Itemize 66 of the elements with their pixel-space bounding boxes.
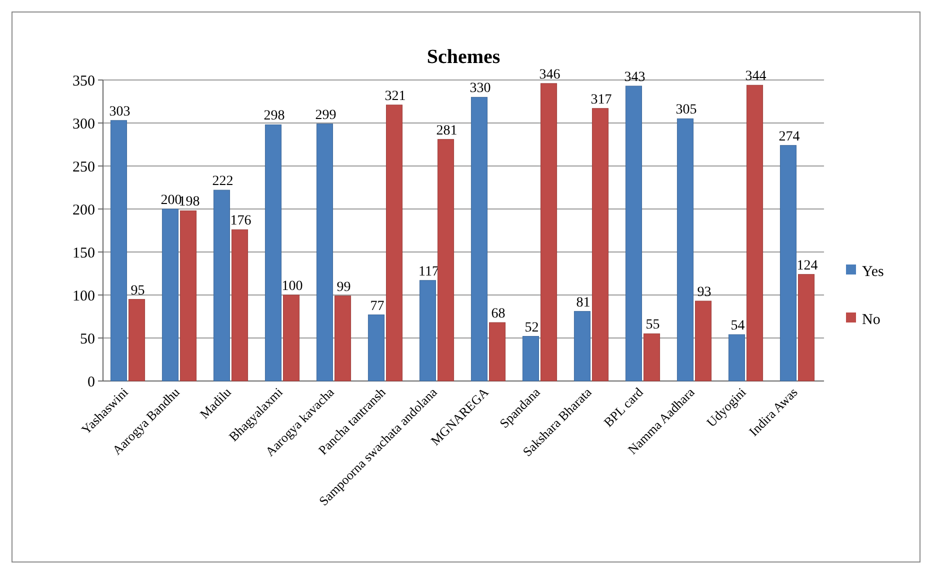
bar	[419, 280, 436, 382]
bar	[676, 118, 694, 382]
bar	[489, 322, 506, 382]
data-label: 99	[336, 280, 351, 295]
data-label: 343	[624, 70, 646, 86]
data-label: 100	[282, 279, 303, 294]
bar	[470, 96, 488, 382]
bar	[128, 299, 146, 382]
bar	[746, 84, 764, 382]
bar	[368, 314, 384, 382]
bar	[213, 190, 230, 382]
data-label: 124	[796, 258, 818, 274]
data-label: 117	[418, 264, 439, 280]
data-label: 317	[590, 92, 612, 108]
chart-title: Schemes	[426, 46, 500, 68]
bar	[438, 139, 454, 382]
data-label: 81	[576, 295, 590, 310]
y-tick-label: 350	[72, 73, 95, 90]
data-label: 68	[491, 306, 506, 322]
data-label: 222	[212, 174, 234, 190]
data-label: 281	[436, 123, 458, 138]
data-label: 305	[676, 102, 697, 118]
y-tick-label: 300	[72, 116, 95, 132]
data-label: 274	[778, 129, 800, 144]
bar	[798, 274, 815, 382]
data-label: 346	[539, 67, 560, 82]
data-label: 55	[646, 318, 660, 333]
bar	[180, 210, 197, 382]
x-tick-label: BPL card	[600, 384, 646, 430]
data-label: 344	[745, 69, 766, 84]
bar	[540, 83, 558, 382]
bar	[780, 145, 796, 382]
bar	[695, 300, 712, 382]
data-label: 330	[470, 81, 491, 96]
legend-label: Yes	[862, 264, 884, 280]
bar	[162, 208, 178, 382]
bar	[644, 333, 660, 382]
bar	[592, 108, 609, 382]
bar	[386, 104, 403, 382]
data-label: 77	[370, 298, 384, 314]
y-tick-label: 250	[72, 159, 95, 176]
data-label: 303	[109, 104, 130, 120]
data-label: 54	[730, 318, 745, 334]
y-tick-label: 0	[88, 374, 95, 390]
data-label: 95	[130, 283, 145, 298]
bar	[316, 124, 333, 382]
data-label: 298	[264, 108, 285, 124]
data-label: 93	[697, 285, 712, 300]
y-tick-label: 100	[72, 288, 95, 304]
y-tick-label: 200	[72, 202, 95, 218]
data-label: 52	[524, 320, 539, 336]
y-tick-label: 50	[80, 331, 95, 348]
y-tick-label: 150	[72, 245, 95, 262]
bar	[283, 294, 300, 382]
bar	[110, 120, 127, 382]
bar	[625, 86, 642, 382]
bar	[574, 311, 590, 382]
bar	[334, 296, 352, 382]
bar	[232, 229, 248, 382]
bar	[264, 124, 282, 382]
data-label: 176	[230, 214, 252, 229]
data-label: 299	[315, 108, 336, 123]
legend-label: No	[862, 312, 880, 328]
bar	[522, 336, 539, 382]
bar	[728, 334, 745, 382]
data-label: 321	[384, 88, 406, 104]
